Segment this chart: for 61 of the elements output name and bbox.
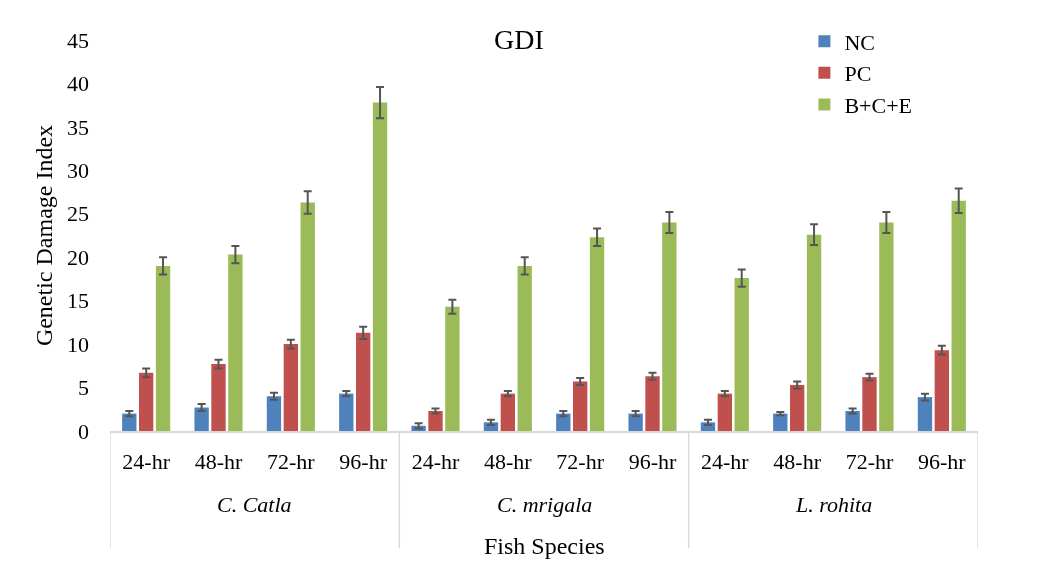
bar [645,376,660,431]
y-tick-label: 20 [67,244,89,270]
bar [934,350,950,431]
bar [789,384,805,431]
x-tick-label: 48-hr [194,449,243,475]
legend-label: NC [844,29,875,55]
bar [734,278,749,431]
bar [355,332,371,431]
y-tick-label: 40 [67,71,89,97]
bar [283,344,299,431]
y-tick-label: 35 [67,114,89,140]
x-tick-label: 24-hr [122,449,171,475]
x-tick-label: 24-hr [701,449,750,475]
bar [372,102,388,431]
bar [194,407,209,431]
bar [500,393,516,431]
x-tick-label: 48-hr [773,449,822,475]
bar [138,372,154,431]
bar [862,377,877,431]
bar [572,381,588,431]
bar [717,393,733,431]
bar [211,364,226,431]
bar [951,200,966,431]
bar [589,237,605,431]
text: C. Catla [217,492,292,517]
bar [339,393,354,431]
legend-label: PC [844,61,872,87]
x-tick-label: 72-hr [267,449,316,475]
bar [845,411,860,431]
x-axis-title: Fish Species [484,533,605,559]
x-tick-label: 96-hr [339,449,388,475]
y-tick-label: 15 [67,288,89,314]
x-tick-label: 96-hr [628,449,677,475]
bar [917,397,933,431]
chart-title: GDI [494,23,544,55]
bar [428,411,443,431]
bar [445,306,460,431]
y-tick-label: 30 [67,158,89,184]
bar [266,396,282,431]
bar [662,222,677,431]
x-tick-label: 48-hr [484,449,533,475]
x-tick-label: 72-hr [845,449,894,475]
text: L. rohita [795,492,873,517]
y-tick-label: 5 [78,375,89,401]
y-axis-title: Genetic Damage Index [31,124,57,347]
x-tick-label: 72-hr [556,449,605,475]
text: C. mrigala [497,492,593,517]
x-tick-label: 96-hr [918,449,967,475]
bar [628,413,643,431]
bar [517,265,532,431]
bar [155,265,171,431]
y-tick-label: 25 [67,201,89,227]
bar [879,222,894,431]
x-tick-label: 24-hr [411,449,460,475]
y-tick-label: 45 [67,27,89,53]
bar [228,254,243,431]
y-tick-label: 0 [78,418,89,444]
legend-label: B+C+E [844,93,913,119]
bar [300,202,315,431]
bar [806,234,822,431]
y-tick-label: 10 [67,331,89,357]
